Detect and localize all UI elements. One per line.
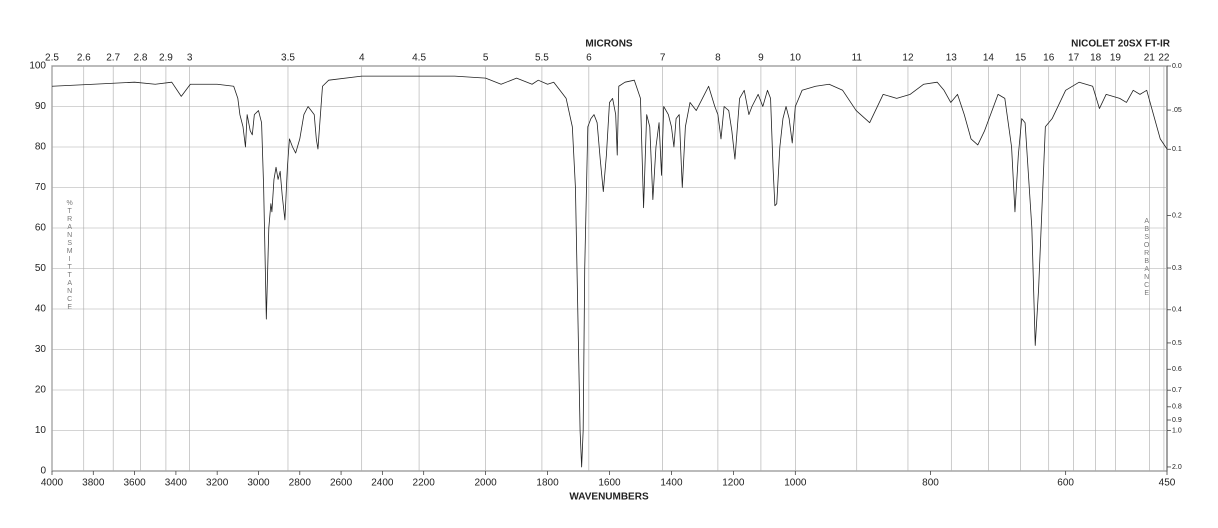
- x-tick-label: 2200: [413, 478, 436, 489]
- x-tick-label: 2400: [371, 478, 394, 489]
- x2-tick-label: 2.8: [134, 53, 148, 64]
- x-axis-title: WAVENUMBERS: [569, 492, 649, 503]
- x-tick-label: 1600: [598, 478, 621, 489]
- x-tick-label: 800: [922, 478, 939, 489]
- x2-tick-label: 10: [790, 53, 802, 64]
- x2-tick-label: 3: [187, 53, 193, 64]
- x-tick-label: 1400: [660, 478, 683, 489]
- x2-tick-label: 9: [758, 53, 764, 64]
- y2-tick-label: 0.4: [1172, 307, 1182, 314]
- x-tick-label: 4000: [41, 478, 64, 489]
- x2-tick-label: 4: [359, 53, 365, 64]
- x-tick-label: 600: [1057, 478, 1074, 489]
- y2-tick-label: 0.3: [1172, 265, 1182, 272]
- y2-tick-label: .05: [1172, 107, 1182, 114]
- x-tick-label: 2000: [474, 478, 497, 489]
- y2-tick-label: 0.1: [1172, 146, 1182, 153]
- x-tick-label: 3400: [165, 478, 188, 489]
- x2-tick-label: 3.5: [281, 53, 295, 64]
- y-tick-label: 90: [35, 101, 47, 112]
- x-tick-label: 2600: [330, 478, 353, 489]
- y-tick-label: 100: [29, 61, 46, 72]
- x2-tick-label: 8: [715, 53, 721, 64]
- x2-tick-label: 16: [1043, 53, 1055, 64]
- x-tick-label: 3600: [123, 478, 146, 489]
- x2-tick-label: 19: [1110, 53, 1122, 64]
- y2-tick-label: 2.0: [1172, 464, 1182, 471]
- x-tick-label: 1200: [722, 478, 745, 489]
- y-tick-label: 60: [35, 223, 47, 234]
- x2-tick-label: 12: [902, 53, 914, 64]
- chart-subtitle: NICOLET 20SX FT-IR: [1071, 39, 1171, 50]
- y-tick-label: 0: [40, 466, 46, 477]
- x-tick-label: 3200: [206, 478, 229, 489]
- x-tick-label: 450: [1159, 478, 1176, 489]
- spectrum-line: [51, 75, 1168, 468]
- x-tick-label: 2800: [289, 478, 312, 489]
- x2-tick-label: 18: [1090, 53, 1102, 64]
- x-tick-label: 3800: [82, 478, 105, 489]
- y2-tick-label: 0.6: [1172, 366, 1182, 373]
- y2-tick-label: 0.9: [1172, 417, 1182, 424]
- y-tick-label: 80: [35, 142, 47, 153]
- x2-tick-label: 4.5: [412, 53, 426, 64]
- y-axis-title: %TRANSMITTANCE: [66, 200, 73, 312]
- x-tick-label: 1000: [784, 478, 807, 489]
- x2-axis-title: MICRONS: [585, 39, 633, 50]
- x2-tick-label: 2.9: [159, 53, 173, 64]
- x2-tick-label: 15: [1015, 53, 1027, 64]
- y-tick-label: 30: [35, 344, 47, 355]
- y2-tick-label: 1.0: [1172, 427, 1182, 434]
- y2-axis-title: ABSORBANCE: [1143, 218, 1150, 298]
- x2-tick-label: 5: [483, 53, 489, 64]
- x2-tick-label: 5.5: [535, 53, 549, 64]
- y2-tick-label: 0.5: [1172, 340, 1182, 347]
- y-tick-label: 70: [35, 182, 47, 193]
- x2-tick-label: 11: [852, 53, 863, 64]
- x2-tick-label: 7: [660, 53, 666, 64]
- x2-tick-label: 14: [983, 53, 995, 64]
- x-tick-label: 3000: [247, 478, 270, 489]
- x2-tick-label: 2.7: [106, 53, 120, 64]
- y-tick-label: 50: [35, 263, 47, 274]
- x2-tick-label: 21: [1144, 53, 1156, 64]
- y-tick-label: 10: [35, 425, 47, 436]
- y-tick-label: 20: [35, 385, 47, 396]
- x-tick-label: 1800: [536, 478, 559, 489]
- x2-tick-label: 2.6: [77, 53, 91, 64]
- x2-tick-label: 22: [1158, 53, 1170, 64]
- x2-tick-label: 6: [586, 53, 592, 64]
- y2-tick-label: 0.7: [1172, 387, 1182, 394]
- y2-tick-label: 0.2: [1172, 212, 1182, 219]
- x2-tick-label: 17: [1068, 53, 1080, 64]
- x2-tick-label: 13: [946, 53, 958, 64]
- y2-tick-label: 0.0: [1172, 63, 1182, 70]
- y-tick-label: 40: [35, 304, 47, 315]
- x2-tick-label: 2.5: [45, 53, 59, 64]
- y2-tick-label: 0.8: [1172, 404, 1182, 411]
